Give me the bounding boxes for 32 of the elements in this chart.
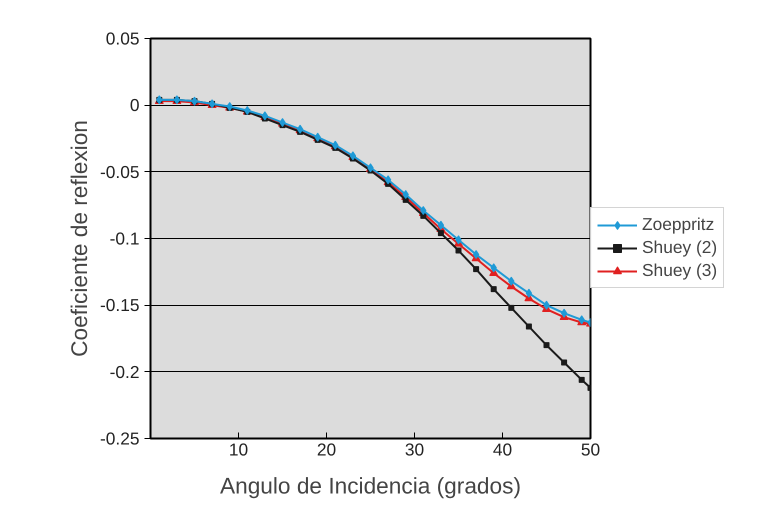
point xyxy=(438,220,444,230)
point xyxy=(560,308,568,318)
y-tick-label: -0.15 xyxy=(100,295,140,316)
x-axis-title: Angulo de Incidencia (grados) xyxy=(220,472,522,498)
x-tick-label: 50 xyxy=(580,440,600,460)
y-tick-label: 0.05 xyxy=(106,28,140,48)
y-tick-label: -0.2 xyxy=(110,362,140,382)
y-tick-label: -0.05 xyxy=(100,162,140,182)
x-tick-label: 40 xyxy=(492,440,512,460)
y-tick-label: -0.1 xyxy=(110,228,140,248)
point xyxy=(456,248,462,254)
point xyxy=(543,300,550,310)
point xyxy=(455,235,462,244)
point xyxy=(490,286,497,292)
y-tick-label: -0.25 xyxy=(100,428,140,448)
point xyxy=(526,324,532,330)
point xyxy=(438,230,444,236)
x-tick-label: 20 xyxy=(316,440,336,460)
x-tick-label: 10 xyxy=(228,440,248,460)
y-tick-label: 0 xyxy=(130,95,140,116)
legend-label: Shuey (2) xyxy=(642,237,718,258)
point xyxy=(526,288,532,298)
point xyxy=(561,360,568,366)
point xyxy=(472,250,480,259)
point xyxy=(544,342,550,348)
point xyxy=(508,304,514,311)
point xyxy=(473,266,480,272)
y-axis-title: Coeficiente de reflexion xyxy=(66,120,92,357)
legend-label: Shuey (3) xyxy=(642,260,718,281)
legend-label: Zoeppritz xyxy=(642,214,714,235)
point xyxy=(578,376,585,383)
x-tick-label: 30 xyxy=(404,440,424,460)
